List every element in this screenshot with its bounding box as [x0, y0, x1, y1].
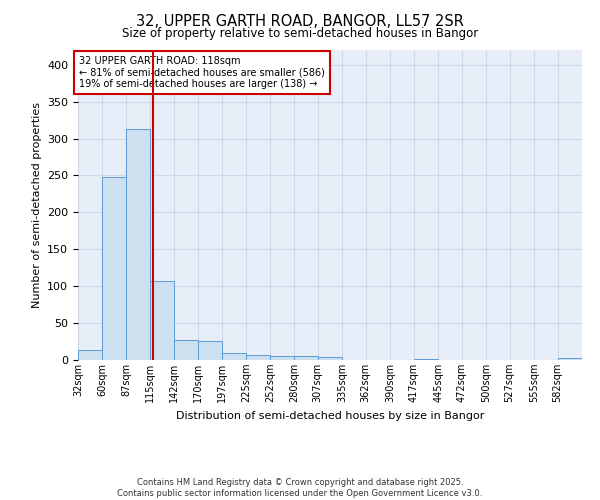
Bar: [414, 358, 437, 360]
Text: 32 UPPER GARTH ROAD: 118sqm
← 81% of semi-detached houses are smaller (586)
19% : 32 UPPER GARTH ROAD: 118sqm ← 81% of sem…: [79, 56, 325, 89]
Bar: [126, 129, 150, 360]
X-axis label: Distribution of semi-detached houses by size in Bangor: Distribution of semi-detached houses by …: [176, 410, 484, 420]
Bar: [557, 358, 581, 360]
Text: Size of property relative to semi-detached houses in Bangor: Size of property relative to semi-detach…: [122, 28, 478, 40]
Bar: [174, 340, 198, 360]
Bar: [78, 350, 102, 360]
Bar: [270, 356, 294, 360]
Bar: [199, 341, 223, 360]
Bar: [318, 357, 342, 360]
Bar: [294, 356, 318, 360]
Text: 32, UPPER GARTH ROAD, BANGOR, LL57 2SR: 32, UPPER GARTH ROAD, BANGOR, LL57 2SR: [136, 14, 464, 29]
Bar: [246, 355, 270, 360]
Text: Contains HM Land Registry data © Crown copyright and database right 2025.
Contai: Contains HM Land Registry data © Crown c…: [118, 478, 482, 498]
Y-axis label: Number of semi-detached properties: Number of semi-detached properties: [32, 102, 41, 308]
Bar: [151, 281, 175, 360]
Bar: [222, 354, 246, 360]
Bar: [103, 177, 127, 360]
